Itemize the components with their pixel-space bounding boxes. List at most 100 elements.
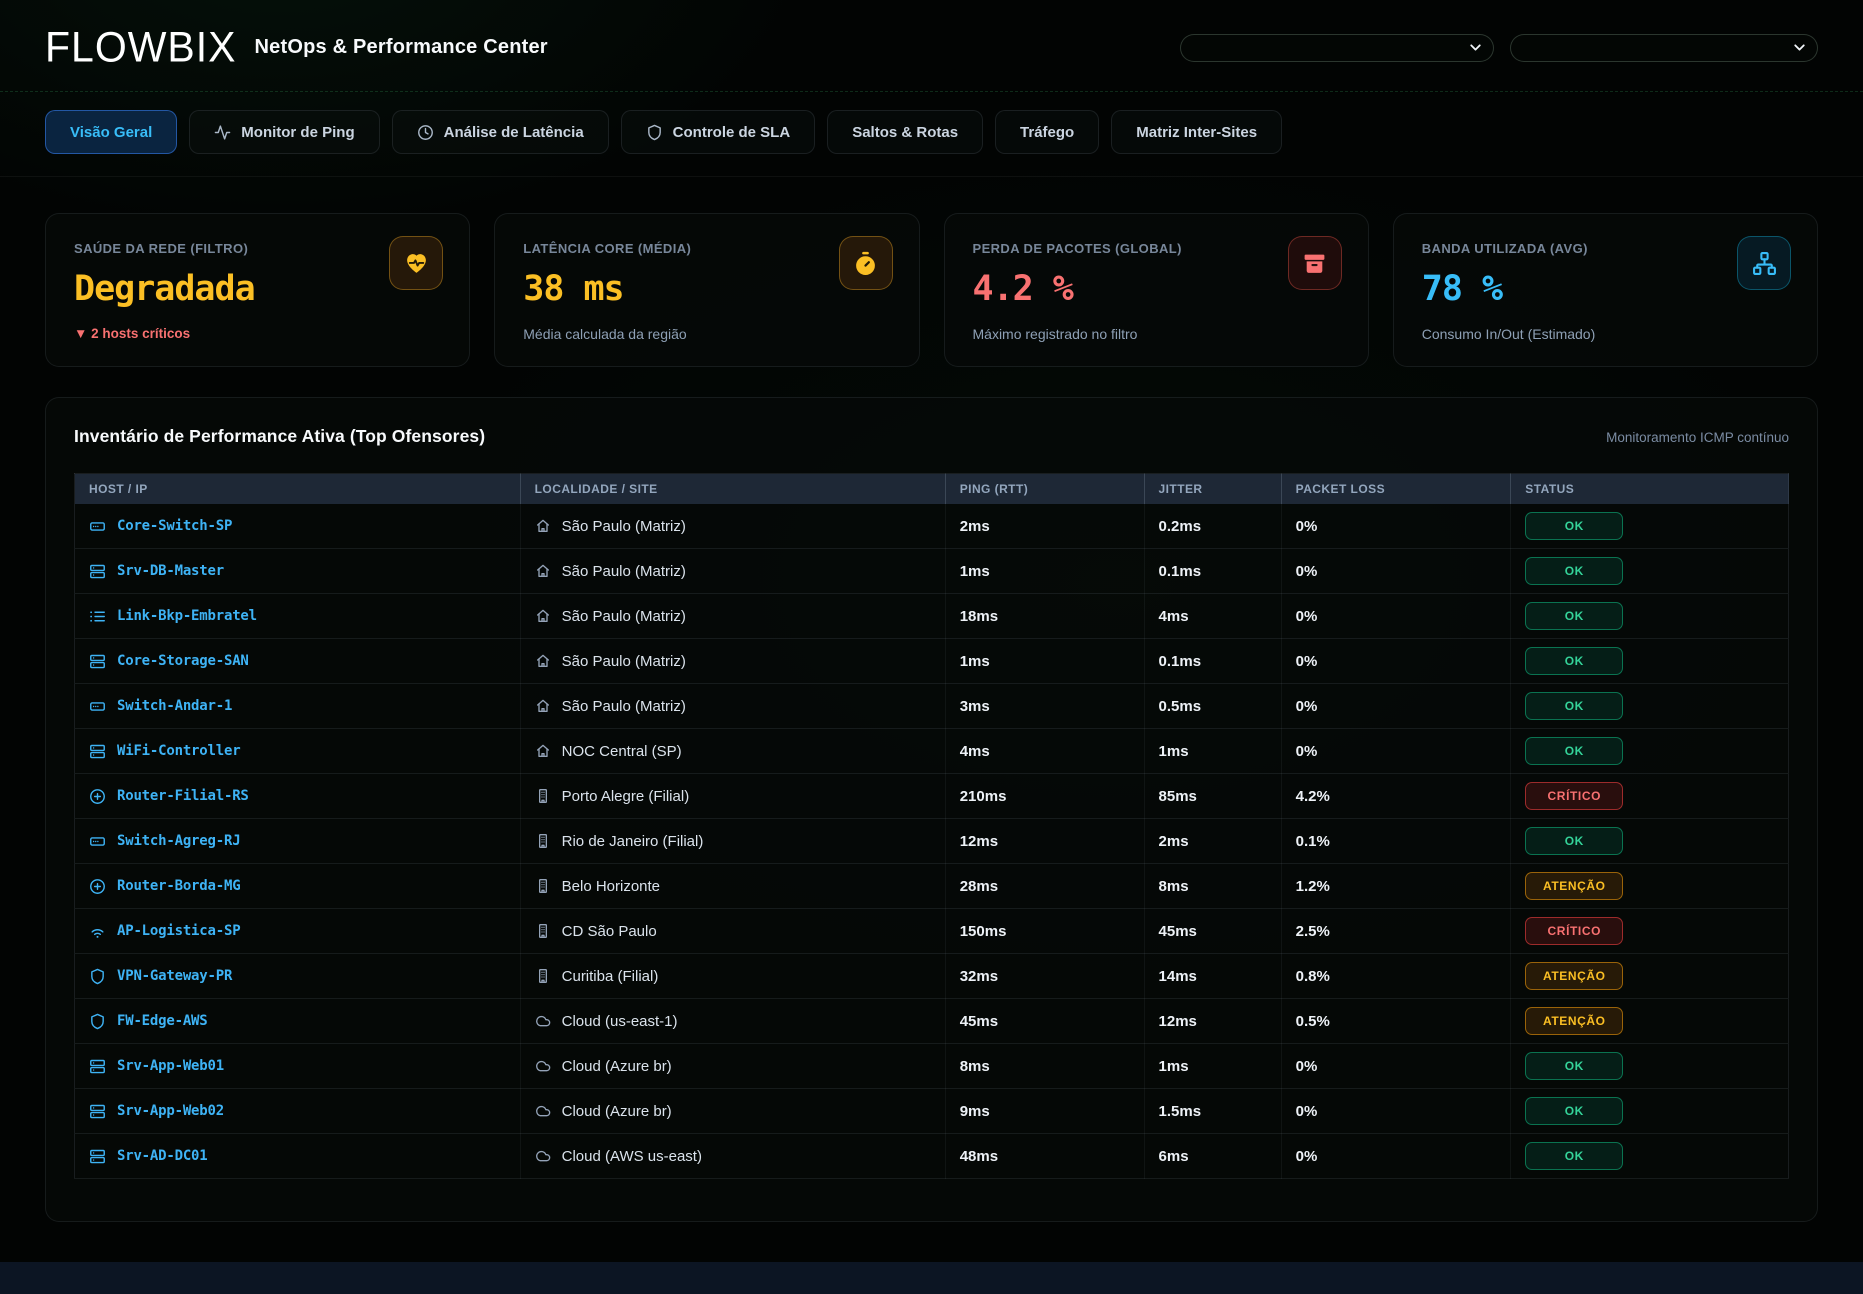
home-icon [535,743,551,759]
tab-controle-de-sla[interactable]: Controle de SLA [620,110,816,154]
table-row[interactable]: Core-Switch-SP São Paulo (Matriz) 2ms 0.2ms… [74,504,1789,549]
table-row[interactable]: Link-Bkp-Embratel São Paulo (Matriz) 18ms 4… [74,593,1789,639]
jitter-value: 4ms [1144,593,1282,639]
heart-pulse-icon [389,236,444,290]
jitter-value: 6ms [1144,1133,1282,1179]
tab-bar: Visão Geral Monitor de Ping Análise de Lat… [0,92,1863,177]
ping-value: 3ms [945,683,1145,729]
table-header-row: HOST / IP LOCALIDADE / SITE PING (RTT) JITT… [74,473,1789,504]
packet-loss-value: 0% [1281,638,1512,684]
column-header-ping-rtt: PING (RTT) [945,473,1145,504]
ping-value: 150ms [945,908,1145,954]
host-name[interactable]: AP-Logistica-SP [117,923,241,939]
packet-loss-value: 0% [1281,1043,1512,1089]
site-name: Porto Alegre (Filial) [561,787,690,805]
tab-label: Visão Geral [70,123,153,141]
status-badge: CRÍTICO [1525,917,1624,945]
column-header-status: STATUS [1510,473,1789,504]
table-row[interactable]: VPN-Gateway-PR Curitiba (Filial) 32ms 14ms 0… [74,953,1789,999]
host-name[interactable]: Link-Bkp-Embratel [117,608,257,624]
status-badge: OK [1525,827,1624,855]
host-name[interactable]: Srv-AD-DC01 [117,1148,208,1164]
ping-value: 12ms [945,818,1145,864]
table-row[interactable]: Srv-AD-DC01 Cloud (AWS us-east) 48ms 6ms 0% O… [74,1133,1789,1179]
status-badge: OK [1525,1052,1624,1080]
filter-select-2[interactable] [1510,33,1818,62]
tab-label: Monitor de Ping [241,123,355,141]
packet-loss-value: 0% [1281,728,1512,774]
packet-loss-value: 0% [1281,683,1512,729]
tab-monitor-de-ping[interactable]: Monitor de Ping [189,110,380,154]
host-name[interactable]: WiFi-Controller [117,743,241,759]
activity-icon [214,124,231,141]
host-name[interactable]: Switch-Andar-1 [117,698,233,714]
table-row[interactable]: FW-Edge-AWS Cloud (us-east-1) 45ms 12ms 0.5%… [74,998,1789,1044]
kpi-value: 78 % [1421,269,1503,309]
table-row[interactable]: Router-Borda-MG Belo Horizonte 28ms 8ms 1.2%… [74,863,1789,909]
site-name: Cloud (Azure br) [561,1102,672,1120]
tab-matriz-inter-sites[interactable]: Matriz Inter-Sites [1111,110,1283,154]
footer-bar [0,1262,1863,1294]
jitter-value: 1.5ms [1144,1088,1282,1134]
router-icon [89,788,106,805]
table-row[interactable]: Switch-Andar-1 São Paulo (Matriz) 3ms 0.5ms… [74,683,1789,729]
status-badge: ATENÇÃO [1525,1007,1624,1035]
chevron-down-icon [1467,39,1484,56]
table-row[interactable]: Srv-App-Web01 Cloud (Azure br) 8ms 1ms 0% OK [74,1043,1789,1089]
home-icon [535,518,551,534]
host-name[interactable]: Router-Filial-RS [117,788,249,804]
packet-loss-value: 0% [1281,593,1512,639]
packet-loss-value: 0% [1281,504,1512,549]
site-name: Cloud (Azure br) [561,1057,672,1075]
packet-loss-value: 0.1% [1281,818,1512,864]
packet-loss-value: 0% [1281,1133,1512,1179]
netops-dashboard: FLOWBIX NetOps & Performance Center Visã… [0,23,1863,1294]
host-name[interactable]: VPN-Gateway-PR [117,968,233,984]
status-badge: OK [1525,737,1624,765]
main-content: SAÚDE DA REDE (FILTRO) Degradada ▼ 2 hosts… [0,213,1863,1222]
kpi-subtitle: ▼ 2 hosts críticos [74,326,191,341]
jitter-value: 1ms [1144,1043,1282,1089]
kpi-card-banda-utilizada-avg: BANDA UTILIZADA (AVG) 78 % Consumo In/Out … [1392,213,1818,367]
site-name: Cloud (AWS us-east) [561,1147,702,1165]
kpi-value: Degradada [74,269,256,309]
home-icon [535,563,551,579]
host-name[interactable]: Switch-Agreg-RJ [117,833,241,849]
filter-select-1[interactable] [1180,33,1494,62]
cloud-icon [535,1103,551,1119]
host-name[interactable]: FW-Edge-AWS [117,1013,208,1029]
ping-value: 4ms [945,728,1145,774]
table-row[interactable]: WiFi-Controller NOC Central (SP) 4ms 1ms 0% O… [74,728,1789,774]
cloud-icon [535,1148,551,1164]
host-name[interactable]: Router-Borda-MG [117,878,241,894]
host-name[interactable]: Srv-DB-Master [117,563,224,579]
site-name: São Paulo (Matriz) [561,697,686,715]
tab-visao-geral[interactable]: Visão Geral [45,110,178,154]
host-name[interactable]: Core-Switch-SP [117,518,233,534]
jitter-value: 0.5ms [1144,683,1282,729]
archive-icon [1287,236,1342,290]
kpi-label: PERDA DE PACOTES (GLOBAL) [972,241,1182,256]
cloud-icon [535,1058,551,1074]
table-row[interactable]: Router-Filial-RS Porto Alegre (Filial) 210… [74,773,1789,819]
host-name[interactable]: Core-Storage-SAN [117,653,249,669]
tab-analise-de-latencia[interactable]: Análise de Latência [391,110,609,154]
table-row[interactable]: Srv-DB-Master São Paulo (Matriz) 1ms 0.1ms 0… [74,548,1789,594]
kpi-value: 4.2 % [972,269,1074,309]
site-name: Curitiba (Filial) [561,967,659,985]
site-name: São Paulo (Matriz) [561,607,686,625]
host-name[interactable]: Srv-App-Web01 [117,1058,224,1074]
panel-header: Inventário de Performance Ativa (Top Ofe… [74,426,1789,447]
status-badge: ATENÇÃO [1525,962,1624,990]
packet-loss-value: 0% [1281,1088,1512,1134]
host-name[interactable]: Srv-App-Web02 [117,1103,224,1119]
table-row[interactable]: Switch-Agreg-RJ Rio de Janeiro (Filial) 12… [74,818,1789,864]
building-icon [535,788,551,804]
table-row[interactable]: Core-Storage-SAN São Paulo (Matriz) 1ms 0.1… [74,638,1789,684]
site-name: São Paulo (Matriz) [561,517,686,535]
table-row[interactable]: AP-Logistica-SP CD São Paulo 150ms 45ms 2.5%… [74,908,1789,954]
table-row[interactable]: Srv-App-Web02 Cloud (Azure br) 9ms 1.5ms 0% O… [74,1088,1789,1134]
tab-trafego[interactable]: Tráfego [995,110,1100,154]
kpi-subtitle: Máximo registrado no filtro [972,326,1138,342]
tab-saltos-rotas[interactable]: Saltos & Rotas [827,110,984,154]
